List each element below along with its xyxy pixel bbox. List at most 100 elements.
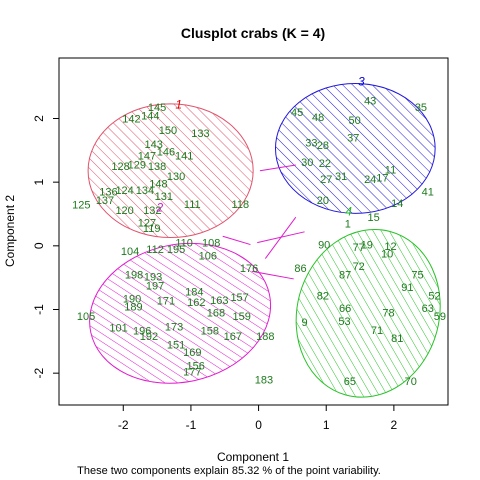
point-label-65: 65 [344,376,356,388]
point-label-169: 169 [183,347,201,359]
point-label-159: 159 [232,311,250,323]
point-label-24: 24 [364,174,376,186]
x-tick-label: -2 [118,418,129,432]
point-label-189: 189 [124,301,142,313]
point-label-177: 177 [183,366,201,378]
point-label-37: 37 [347,133,359,145]
cluster-ellipse-4 [295,228,441,398]
cluster-ellipse-1 [87,103,254,239]
point-label-71: 71 [371,325,383,337]
point-label-87: 87 [339,269,351,281]
point-label-101: 101 [109,322,127,334]
x-tick-label: -1 [186,418,197,432]
point-label-15: 15 [367,212,379,224]
connectors-layer [222,164,305,280]
point-label-125: 125 [72,199,90,211]
point-label-111: 111 [184,199,201,211]
point-label-129: 129 [128,159,146,171]
point-label-41: 41 [422,187,434,199]
point-label-14: 14 [391,198,403,210]
point-label-133: 133 [191,128,209,140]
point-label-82: 82 [317,290,329,302]
point-label-1: 1 [345,219,351,231]
point-label-10: 10 [381,248,393,260]
point-label-17: 17 [376,173,388,185]
point-label-11: 11 [385,164,396,176]
point-label-104: 104 [121,246,139,258]
point-label-86: 86 [294,263,306,275]
point-label-48: 48 [312,112,324,124]
point-label-136: 136 [99,187,117,199]
x-tick-label: 2 [391,418,398,432]
point-label-137: 137 [96,195,114,207]
y-tick-label: 2 [32,115,46,122]
point-label-195: 195 [167,244,185,256]
point-label-138: 138 [148,161,166,173]
point-label-157: 157 [230,292,248,304]
point-label-146: 146 [157,147,175,159]
point-label-45: 45 [291,107,303,119]
point-label-198: 198 [125,269,143,281]
y-tick-label: -2 [32,368,46,379]
plot-frame [58,57,449,406]
point-label-112: 112 [146,244,164,256]
y-tick-label: -1 [32,304,46,315]
point-label-193: 193 [144,271,162,283]
point-label-53: 53 [338,316,350,328]
cluster-ellipse-3 [274,82,436,214]
point-label-188: 188 [256,331,274,343]
point-label-192: 192 [140,331,158,343]
point-label-197: 197 [146,280,164,292]
point-label-131: 131 [155,191,173,203]
point-label-156: 156 [186,361,204,373]
point-label-63: 63 [422,303,434,315]
chart-subtitle: These two components explain 85.32 % of … [77,465,381,477]
point-label-167: 167 [224,331,242,343]
cluster-id-label-3: 3 [358,75,365,89]
cluster-connector-4 [251,270,294,280]
point-label-162: 162 [187,297,205,309]
point-label-150: 150 [159,125,177,137]
clusters-layer [87,82,441,398]
point-label-66: 66 [339,303,351,315]
point-label-108: 108 [202,238,220,250]
point-label-35: 35 [415,102,427,114]
cluster-id-label-1: 1 [175,97,182,111]
point-label-148: 148 [149,178,167,190]
cluster-labels-layer: 1 2 3 4 [155,75,365,219]
cluster-connector-3 [264,216,297,259]
point-label-91: 91 [401,282,413,294]
point-label-31: 31 [335,171,347,183]
point-label-184: 184 [185,287,203,299]
point-label-127: 127 [138,217,156,229]
y-axis-label: Component 2 [3,195,17,267]
cluster-connector-5 [257,231,305,244]
point-label-196: 196 [133,326,151,338]
point-label-124: 124 [115,185,133,197]
point-label-158: 158 [201,326,219,338]
point-label-30: 30 [301,157,313,169]
point-label-142: 142 [122,113,140,125]
cluster-ellipse-2 [89,242,272,384]
point-label-132: 132 [143,205,161,217]
point-label-9: 9 [302,317,308,329]
y-tick-label: 0 [32,242,46,249]
point-label-143: 143 [145,139,163,151]
point-label-19: 19 [361,240,373,252]
x-axis: -2 -1 0 1 2 [118,405,398,432]
point-label-144: 144 [141,110,159,122]
point-label-27: 27 [320,174,332,186]
cluster-id-label-2: 2 [155,201,163,215]
point-label-33: 33 [305,138,317,150]
point-label-105: 105 [77,311,95,323]
cluster-id-label-4: 4 [345,204,352,218]
cluster-connector-2 [222,235,251,246]
point-label-130: 130 [167,171,185,183]
point-label-20: 20 [317,195,329,207]
point-label-110: 110 [175,238,193,250]
point-label-75: 75 [411,269,423,281]
point-label-120: 120 [115,205,133,217]
point-label-151: 151 [167,340,185,352]
point-label-119: 119 [143,223,161,235]
